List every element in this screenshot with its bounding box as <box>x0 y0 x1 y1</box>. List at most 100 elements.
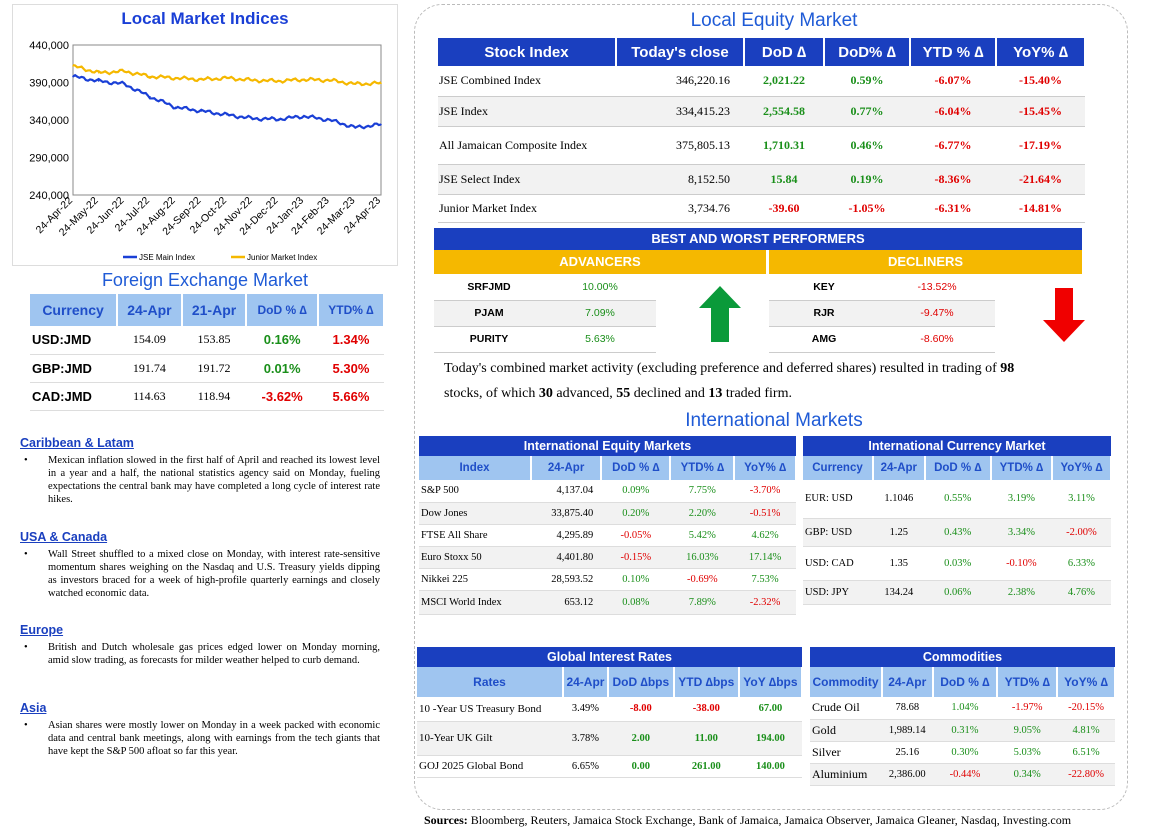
equity-header-cell: DoD % ∆ <box>601 456 672 480</box>
equity-name: FTSE All Share <box>419 524 531 547</box>
currency-change: 3.34% <box>990 518 1052 547</box>
commodities-header-cell: 24-Apr <box>882 667 934 697</box>
news-heading: Europe <box>20 623 64 637</box>
currency-header-row: Currency 24-Apr DoD % ∆ YTD% ∆ YoY% ∆ <box>803 456 1113 480</box>
leq-ytd: -6.77% <box>910 126 996 165</box>
currency-change: 6.33% <box>1051 546 1111 581</box>
commodities-value: 1,989.14 <box>882 719 933 742</box>
data-point <box>174 106 177 109</box>
performer-ticker: KEY <box>769 274 879 301</box>
fx-row: USD:JMD 154.09 153.85 0.16% 1.34% <box>30 326 384 355</box>
performer-ticker: PJAM <box>434 300 544 327</box>
fx-currency: GBP:JMD <box>30 354 118 383</box>
performer-ticker: AMG <box>769 326 879 353</box>
news-item: Asia Asian shares were mostly lower on Mo… <box>20 701 380 758</box>
rates-header-cell: DoD ∆bps <box>607 667 675 697</box>
fx-currency: CAD:JMD <box>30 382 118 411</box>
intl-equity-table: International Equity Markets Index 24-Apr D… <box>419 436 797 615</box>
fx-header-cell: Currency <box>30 294 119 326</box>
leq-dod: 1,710.31 <box>744 126 824 165</box>
equity-row: Nikkei 225 28,593.52 0.10% -0.69% 7.53% <box>419 568 796 591</box>
currency-change: -2.00% <box>1051 518 1111 547</box>
leq-header-cell: YTD % ∆ <box>910 38 997 66</box>
series-line-0 <box>72 73 382 130</box>
data-point <box>123 70 126 73</box>
performer-ticker: RJR <box>769 300 879 327</box>
leq-row: JSE Combined Index 346,220.16 2,021.22 0.59… <box>438 66 1085 97</box>
leq-yoy: -15.45% <box>996 96 1085 127</box>
equity-change: -3.70% <box>734 480 796 503</box>
currency-value: 1.25 <box>873 518 925 547</box>
fx-row: CAD:JMD 114.63 118.94 -3.62% 5.66% <box>30 382 384 411</box>
currency-value: 1.1046 <box>873 480 925 519</box>
equity-change: 2.20% <box>670 502 735 525</box>
performer-change: -13.52% <box>879 274 995 301</box>
currency-name: GBP: USD <box>803 518 873 547</box>
currency-header-cell: YoY% ∆ <box>1051 456 1113 480</box>
advancers-table: SRFJMD 10.00% PJAM 7.09% PURITY 5.63% <box>434 274 656 353</box>
equity-change: 7.89% <box>670 590 735 615</box>
commodities-change: 6.51% <box>1057 741 1115 764</box>
equity-name: Dow Jones <box>419 502 531 525</box>
commodities-change: 9.05% <box>997 719 1058 742</box>
performer-row: PURITY 5.63% <box>434 326 656 353</box>
leq-ytd: -8.36% <box>910 164 996 195</box>
data-point <box>149 95 151 98</box>
leq-header-row: Stock Index Today's close DoD ∆ DoD% ∆ YTD %… <box>438 38 1086 66</box>
equity-change: -0.15% <box>601 546 671 569</box>
equity-change: 0.20% <box>601 502 671 525</box>
news-item: Europe British and Dutch wholesale gas pr… <box>20 623 380 667</box>
rates-change: 0.00 <box>607 755 674 778</box>
commodities-name: Aluminium <box>810 763 882 786</box>
leq-dod: 2,554.58 <box>744 96 824 127</box>
data-point <box>97 71 100 74</box>
currency-header-cell: DoD % ∆ <box>924 456 992 480</box>
leq-dod: -39.60 <box>744 194 824 223</box>
rates-change: 261.00 <box>673 755 739 778</box>
rates-change: 140.00 <box>738 755 802 778</box>
commodities-change: -1.97% <box>997 697 1058 720</box>
equity-row: MSCI World Index 653.12 0.08% 7.89% -2.32% <box>419 590 796 615</box>
equity-row: Euro Stoxx 50 4,401.80 -0.15% 16.03% 17.14% <box>419 546 796 569</box>
data-point <box>303 115 305 118</box>
equity-value: 33,875.40 <box>531 502 602 525</box>
fx-ytd: 1.34% <box>317 326 384 355</box>
leq-header-cell: Stock Index <box>438 38 617 66</box>
equity-name: Nikkei 225 <box>419 568 531 591</box>
rates-name: 10-Year UK Gilt <box>417 721 563 756</box>
data-point <box>354 83 357 85</box>
leq-header-cell: DoD% ∆ <box>824 38 911 66</box>
summary-text-4: declined and <box>630 386 709 401</box>
performer-change: 10.00% <box>544 274 656 301</box>
equity-title-row: International Equity Markets <box>419 436 796 456</box>
rates-value: 6.65% <box>563 755 608 778</box>
data-point <box>226 113 228 116</box>
leq-header-cell: YoY% ∆ <box>996 38 1086 66</box>
legend-label: JSE Main Index <box>139 253 195 262</box>
currency-row: GBP: USD 1.25 0.43% 3.34% -2.00% <box>803 518 1111 547</box>
equity-change: -0.69% <box>670 568 735 591</box>
leq-yoy: -17.19% <box>996 126 1085 165</box>
equity-change: 0.10% <box>601 568 671 591</box>
leq-row: All Jamaican Composite Index 375,805.13 1,… <box>438 126 1085 165</box>
leq-row: JSE Index 334,415.23 2,554.58 0.77% -6.04% -1… <box>438 96 1085 127</box>
data-point <box>123 83 126 85</box>
commodities-name: Crude Oil <box>810 697 882 720</box>
summary-text-3: advanced, <box>552 386 617 401</box>
equity-header-cell: Index <box>419 456 532 480</box>
summary-firm: 13 <box>708 386 723 401</box>
data-point <box>354 126 357 129</box>
leq-close: 334,415.23 <box>616 96 744 127</box>
rates-row: 10 -Year US Treasury Bond 3.49% -8.00 -38.0… <box>417 697 802 722</box>
commodities-name: Gold <box>810 719 882 742</box>
fx-dod: 0.01% <box>246 354 318 383</box>
currency-change: 0.03% <box>924 546 991 581</box>
legend-label: Junior Market Index <box>247 253 317 262</box>
equity-change: 4.62% <box>734 524 796 547</box>
performer-change: -9.47% <box>879 300 995 327</box>
data-point <box>149 75 151 78</box>
summary-declined: 55 <box>616 386 631 401</box>
leq-dodp: -1.05% <box>824 194 910 223</box>
data-point <box>328 79 331 82</box>
commodities-title: Commodities <box>810 647 1115 667</box>
